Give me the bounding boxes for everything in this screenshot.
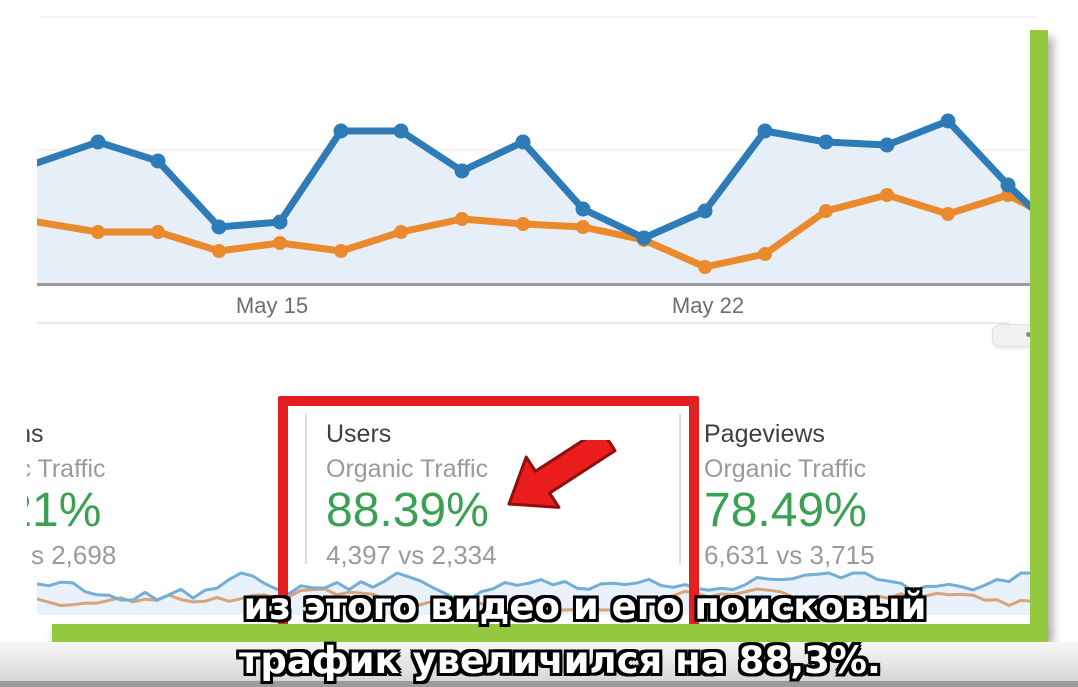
blue-series-markers [90, 113, 1016, 246]
card-divider [679, 414, 681, 564]
card-comparison: 6,631 vs 3,715 [704, 540, 875, 570]
card-value: 88.39% [326, 484, 489, 537]
card-title-fragment: ns [27, 420, 44, 449]
red-arrow-icon [507, 440, 617, 509]
subtitle-line-1: из этого видео и его поисковый [243, 585, 927, 628]
card-title: Users [326, 420, 392, 448]
card-comparison-fragment: s 2,698 [31, 540, 117, 570]
bottom-edge-strip [0, 681, 1078, 687]
blue-series-line [37, 117, 1035, 242]
x-tick-may-15: May 15 [235, 293, 309, 318]
sparkline-orange-line [37, 587, 1033, 612]
card-value-fragment: 21% [27, 483, 101, 538]
card-subtitle: Organic Traffic [704, 455, 867, 483]
orange-series-markers [91, 188, 1015, 274]
card-subtitle: Organic Traffic [326, 455, 489, 483]
scrollbar-thumb[interactable] [992, 324, 1035, 347]
axis-strip-border [37, 322, 1009, 324]
green-frame-horizontal-bar [52, 624, 1048, 642]
x-tick-may-22: May 22 [671, 293, 745, 318]
card-subtitle-fragment: c Traffic [27, 455, 106, 484]
bottom-background [0, 642, 1078, 687]
card-comparison: 4,397 vs 2,334 [326, 540, 497, 570]
card-value: 78.49% [704, 484, 867, 537]
orange-series-line [37, 191, 1035, 271]
chart-panel-top-border [40, 16, 1035, 18]
green-frame-vertical-bar [1030, 30, 1048, 642]
sparkline-blue-line [37, 571, 1033, 602]
clipped-letter: c [27, 455, 31, 484]
clipped-digit: 2 [27, 483, 32, 538]
card-title: Pageviews [704, 420, 825, 448]
traffic-line-chart [37, 113, 1035, 283]
x-axis-line [37, 283, 1035, 286]
clipped-letter: n [27, 420, 31, 449]
subtitle-line-2: трафик увеличился на 88,3%. [238, 639, 881, 682]
card-divider [305, 414, 307, 564]
scrollbar-dot [1026, 332, 1031, 337]
